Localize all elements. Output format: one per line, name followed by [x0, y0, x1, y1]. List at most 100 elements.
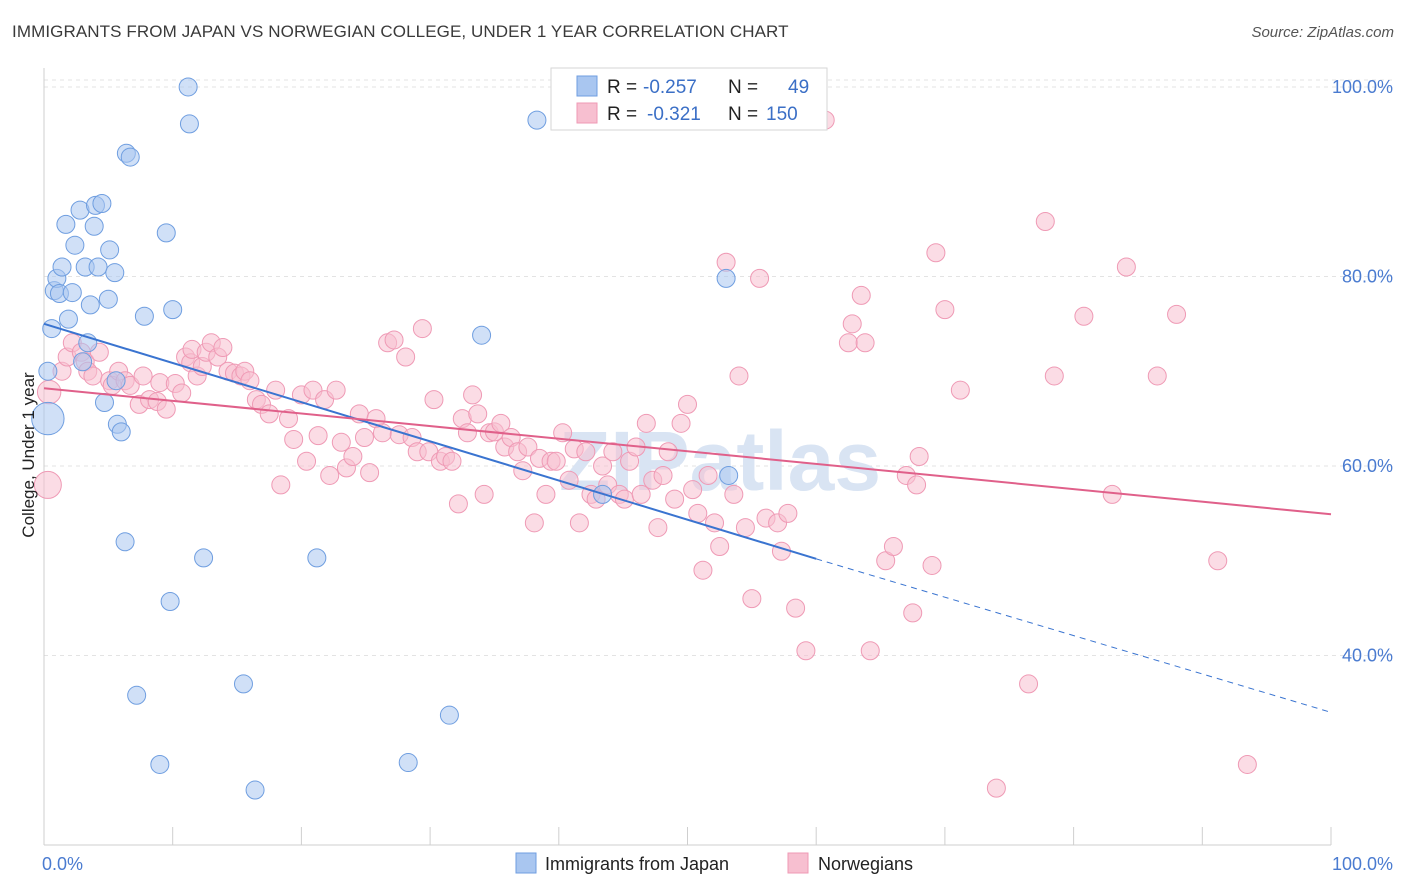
norway-point-153: [1147, 366, 1167, 386]
bottom-legend-swatch-japan: [515, 852, 537, 874]
japan-point-44: [472, 325, 492, 345]
norway-point-129: [786, 598, 806, 618]
norway-point-113: [683, 480, 703, 500]
japan-point-18: [88, 257, 108, 277]
japan-point-38: [194, 548, 214, 568]
norway-point-119: [716, 252, 736, 272]
japan-point-45: [527, 110, 547, 130]
norway-point-53: [343, 447, 363, 466]
norway-point-156: [1237, 754, 1257, 774]
japan-point-24: [106, 371, 126, 391]
japan-point-43: [439, 705, 459, 725]
norway-point-146: [986, 778, 1006, 798]
norway-point-47: [308, 426, 328, 446]
japan-point-40: [245, 780, 265, 800]
japan-point-7: [56, 214, 76, 234]
norway-point-99: [603, 442, 623, 462]
japan-point-21: [100, 240, 120, 260]
norway-point-138: [883, 537, 903, 557]
axes: [43, 68, 1332, 846]
norway-point-51: [331, 432, 351, 452]
norway-point-56: [360, 463, 380, 483]
japan-point-26: [111, 422, 131, 442]
norway-point-127: [771, 541, 791, 561]
norway-point-41: [271, 475, 291, 495]
japan-point-20: [94, 392, 114, 412]
norway-point-71: [448, 494, 468, 514]
y-tick-labels: 100.0% 80.0% 60.0% 40.0%: [1332, 77, 1393, 666]
legend-r-label-norway: R =: [607, 104, 637, 125]
norway-point-112: [678, 394, 697, 414]
norway-point-111: [671, 413, 691, 433]
norway-point-104: [631, 484, 651, 504]
norway-point-132: [842, 314, 862, 334]
norway-point-115: [693, 560, 713, 580]
y-tick-label-0: 100.0%: [1332, 77, 1393, 97]
japan-point-27: [115, 532, 135, 552]
y-axis-title: College, Under 1 year: [19, 372, 38, 538]
legend-n-value-norway: 150: [766, 104, 798, 125]
norway-point-107: [648, 518, 668, 538]
japan-point-47: [716, 268, 736, 288]
legend-r-label-japan: R =: [607, 77, 637, 98]
norway-point-136: [860, 641, 880, 661]
japan-point-32: [150, 754, 170, 774]
y-tick-label-1: 80.0%: [1342, 266, 1393, 286]
norway-point-74: [463, 385, 483, 405]
norway-trend-line: [43, 387, 1332, 516]
norway-point-20: [156, 399, 176, 419]
norway-point-1: [36, 379, 62, 405]
japan-point-22: [98, 289, 118, 309]
norway-point-150: [1074, 306, 1094, 326]
norway-point-22: [172, 383, 192, 403]
japan-point-29: [120, 147, 140, 167]
japan-point-39: [233, 674, 253, 694]
norway-point-133: [838, 333, 858, 353]
norway-point-141: [909, 447, 929, 466]
legend-n-label-japan: N =: [728, 77, 758, 98]
bottom-legend-label-japan: Immigrants from Japan: [545, 854, 729, 874]
japan-point-15: [80, 295, 100, 315]
norway-point-152: [1116, 257, 1136, 277]
japan-trend-line: [43, 322, 817, 560]
norway-point-70: [442, 451, 462, 471]
norway-point-97: [593, 456, 613, 476]
norway-point-94: [576, 442, 596, 462]
chart-title: IMMIGRANTS FROM JAPAN VS NORWEGIAN COLLE…: [12, 22, 789, 41]
japan-point-37: [179, 114, 199, 134]
japan-point-34: [160, 591, 180, 611]
series-legend: Immigrants from Japan Norwegians: [515, 852, 913, 874]
correlation-legend: R = -0.257 N = 49 R = -0.321 N = 150: [550, 67, 828, 131]
norway-point-157: [907, 475, 927, 495]
norway-point-110: [665, 489, 685, 509]
norway-point-87: [536, 484, 556, 504]
norway-point-89: [546, 451, 566, 471]
norway-point-124: [750, 268, 770, 288]
norway-point-49: [320, 465, 340, 485]
bottom-legend-label-norway: Norwegians: [818, 854, 913, 874]
bottom-legend-swatch-norway: [787, 852, 809, 874]
japan-point-48: [719, 465, 739, 485]
japan-point-31: [134, 306, 154, 326]
norway-point-135: [855, 333, 875, 353]
norway-point-123: [742, 589, 762, 609]
norway-point-43: [284, 429, 304, 449]
norway-point-75: [468, 404, 488, 424]
x-tick-label-0: 0.0%: [42, 854, 83, 874]
japan-point-10: [65, 235, 85, 255]
japan-point-6: [52, 257, 72, 277]
y-tick-label-2: 60.0%: [1342, 456, 1393, 476]
norway-point-142: [922, 555, 942, 575]
japan-trend-line-extension: [816, 558, 1332, 713]
japan-point-30: [127, 685, 147, 705]
x-tick-labels: 0.0% 100.0%: [42, 854, 1393, 874]
japan-points: [31, 77, 739, 800]
norway-point-148: [1035, 212, 1055, 232]
norway-point-62: [396, 347, 416, 367]
norway-point-45: [297, 451, 317, 471]
norway-point-42: [279, 409, 299, 429]
japan-point-19: [92, 194, 112, 214]
norway-point-144: [935, 300, 955, 320]
norway-point-76: [474, 484, 494, 504]
norway-point-85: [524, 513, 544, 533]
